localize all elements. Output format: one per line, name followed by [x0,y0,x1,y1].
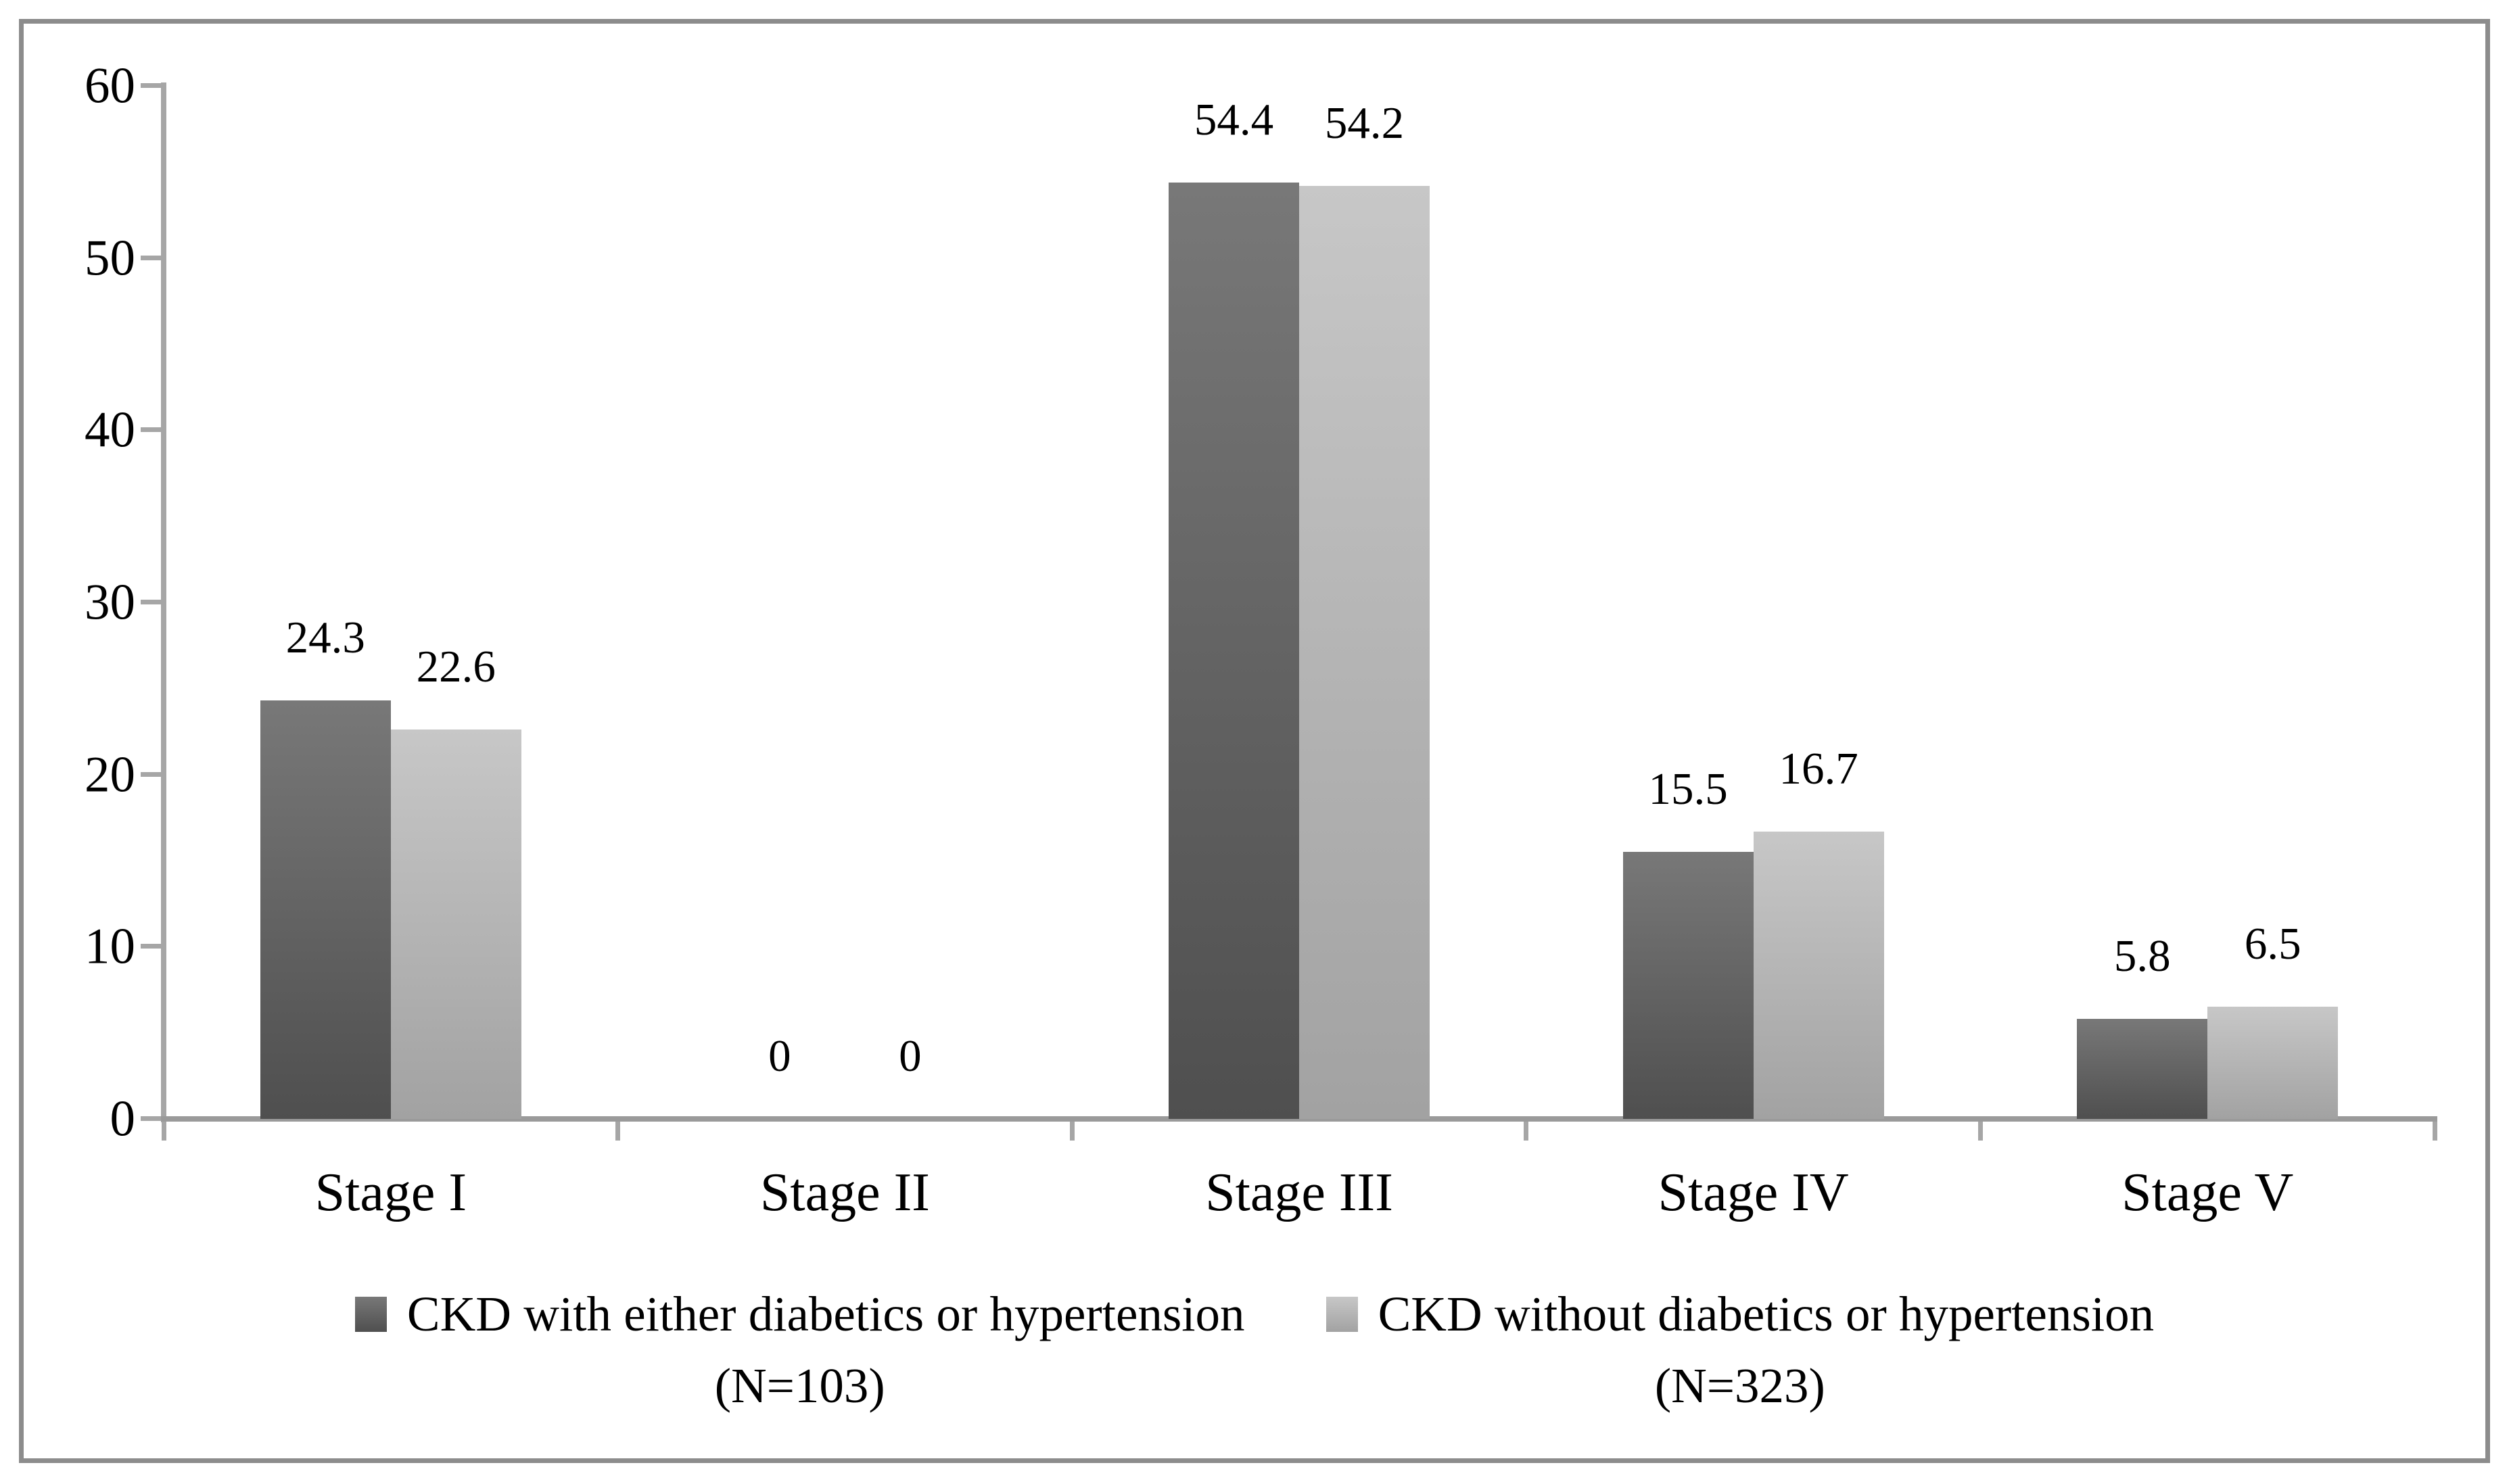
y-tick-mark [141,1116,161,1121]
x-tick-mark [2432,1122,2437,1141]
category-label: Stage II [759,1163,930,1222]
y-tick-label: 50 [85,230,135,287]
legend-item: CKD without diabetics or hypertension (N=… [1326,1283,2155,1417]
legend-entry: CKD without diabetics or hypertension [1326,1283,2155,1345]
bar-ckd-with [2077,1019,2208,1119]
bar-value-label: 0 [899,1031,922,1081]
bar-value-label: 54.4 [1194,94,1274,145]
bar-value-label: 24.3 [285,613,365,663]
legend-swatch-dark [354,1297,387,1332]
bar-value-label: 54.2 [1324,97,1405,148]
category-label: Stage IV [1658,1163,1849,1222]
bar-value-label: 0 [768,1031,791,1081]
legend-n-label: (N=103) [714,1358,885,1413]
legend-label: CKD with either diabetics or hypertensio… [406,1287,1245,1341]
bar-value-label: 5.8 [2113,931,2171,982]
bar-ckd-without [390,729,521,1119]
legend-item: CKD with either diabetics or hypertensio… [354,1283,1245,1417]
bar-value-label: 6.5 [2244,919,2301,970]
y-tick-label: 10 [85,918,135,975]
x-tick-mark [161,1122,166,1141]
legend-swatch-light [1326,1297,1358,1332]
y-tick-label: 40 [85,402,135,458]
category-label: Stage I [314,1163,467,1222]
x-tick-mark [615,1122,621,1141]
y-tick-mark [141,600,161,604]
legend: CKD with either diabetics or hypertensio… [0,1283,2509,1417]
x-tick-mark [1524,1122,1529,1141]
bar-ckd-with [260,700,391,1119]
y-tick-mark [141,944,161,949]
bar-ckd-without [1299,185,1430,1119]
bar-ckd-without [2207,1007,2339,1119]
y-tick-label: 60 [85,57,135,114]
y-tick-mark [141,771,161,777]
y-axis-line [161,82,166,1122]
bar-value-label: 16.7 [1779,743,1858,794]
legend-entry: CKD with either diabetics or hypertensio… [354,1283,1245,1345]
x-tick-mark [1977,1122,1983,1141]
x-axis-line [161,1116,2437,1122]
bar-ckd-with [1622,852,1754,1119]
legend-label: CKD without diabetics or hypertension [1378,1287,2155,1341]
y-tick-label: 20 [85,746,135,803]
y-tick-label: 30 [85,574,135,631]
bar-value-label: 15.5 [1648,764,1728,815]
y-tick-mark [141,427,161,433]
legend-n-label: (N=323) [1654,1358,1825,1413]
bar-ckd-without [1753,831,1884,1119]
category-label: Stage V [2121,1163,2294,1222]
y-tick-mark [141,83,161,88]
y-tick-label: 0 [110,1091,136,1147]
bar-value-label: 22.6 [416,642,496,692]
y-tick-mark [141,255,161,260]
x-tick-mark [1069,1122,1075,1141]
category-label: Stage III [1205,1163,1393,1222]
bar-ckd-with [1169,182,1299,1119]
